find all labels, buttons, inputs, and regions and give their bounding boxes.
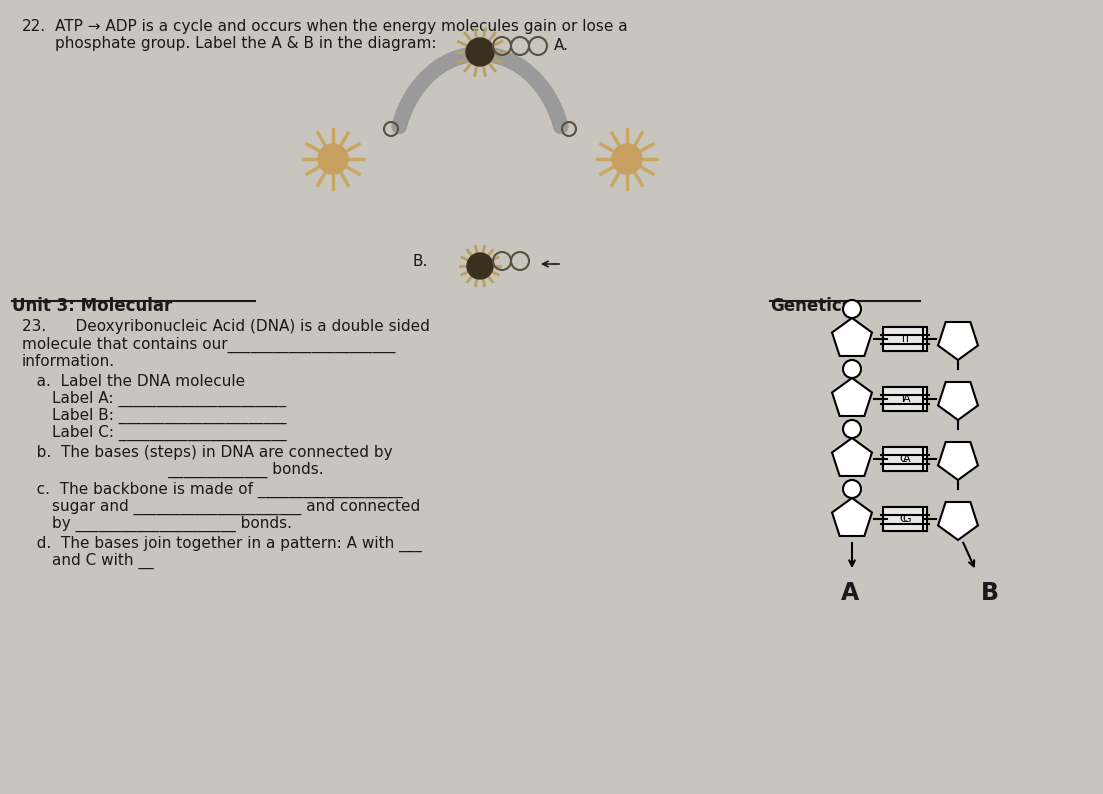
Circle shape <box>467 253 493 279</box>
Text: and C with __: and C with __ <box>52 553 153 569</box>
Text: phosphate group. Label the A & B in the diagram:: phosphate group. Label the A & B in the … <box>55 36 437 51</box>
Circle shape <box>318 144 349 174</box>
Text: d.  The bases join together in a pattern: A with ___: d. The bases join together in a pattern:… <box>22 536 422 552</box>
FancyBboxPatch shape <box>884 387 923 411</box>
Circle shape <box>465 38 494 66</box>
Polygon shape <box>832 498 872 536</box>
Text: c.  The backbone is made of ___________________: c. The backbone is made of _____________… <box>22 482 403 498</box>
Polygon shape <box>832 378 872 416</box>
FancyBboxPatch shape <box>887 447 927 471</box>
Text: T: T <box>903 334 910 344</box>
Polygon shape <box>938 322 978 360</box>
Text: T: T <box>900 394 907 404</box>
Polygon shape <box>938 502 978 540</box>
Text: 22.: 22. <box>22 19 46 34</box>
Text: T: T <box>900 334 907 344</box>
Text: Label C: ______________________: Label C: ______________________ <box>52 425 287 441</box>
Polygon shape <box>938 442 978 480</box>
FancyBboxPatch shape <box>884 507 923 531</box>
Polygon shape <box>938 382 978 420</box>
FancyBboxPatch shape <box>884 327 923 351</box>
Text: A.: A. <box>554 38 569 53</box>
Text: Label A: ______________________: Label A: ______________________ <box>52 391 286 407</box>
Text: _____________ bonds.: _____________ bonds. <box>22 462 323 478</box>
Text: Genetics: Genetics <box>770 297 852 315</box>
Text: Unit 3: Molecular: Unit 3: Molecular <box>12 297 172 315</box>
Text: A: A <box>903 394 911 404</box>
Text: ATP → ADP is a cycle and occurs when the energy molecules gain or lose a: ATP → ADP is a cycle and occurs when the… <box>55 19 628 34</box>
Circle shape <box>843 360 861 378</box>
Text: A: A <box>903 454 911 464</box>
Text: C: C <box>899 514 907 524</box>
Text: B: B <box>981 581 999 605</box>
Circle shape <box>843 480 861 498</box>
Text: information.: information. <box>22 354 115 369</box>
Polygon shape <box>832 438 872 476</box>
Circle shape <box>843 420 861 438</box>
FancyBboxPatch shape <box>887 327 927 351</box>
FancyBboxPatch shape <box>887 507 927 531</box>
Text: C: C <box>899 454 907 464</box>
Text: G: G <box>902 514 911 524</box>
FancyBboxPatch shape <box>887 387 927 411</box>
FancyBboxPatch shape <box>884 447 923 471</box>
Circle shape <box>843 300 861 318</box>
Text: b.  The bases (steps) in DNA are connected by: b. The bases (steps) in DNA are connecte… <box>22 445 393 460</box>
Polygon shape <box>832 318 872 356</box>
Text: a.  Label the DNA molecule: a. Label the DNA molecule <box>22 374 245 389</box>
Text: Label B: ______________________: Label B: ______________________ <box>52 408 287 424</box>
Text: 23.      Deoxyribonucleic Acid (DNA) is a double sided: 23. Deoxyribonucleic Acid (DNA) is a dou… <box>22 319 430 334</box>
Text: sugar and ______________________ and connected: sugar and ______________________ and con… <box>52 499 420 515</box>
Text: B.: B. <box>413 253 427 268</box>
Text: molecule that contains our______________________: molecule that contains our______________… <box>22 337 395 353</box>
Text: by _____________________ bonds.: by _____________________ bonds. <box>52 516 292 532</box>
Circle shape <box>612 144 642 174</box>
Text: A: A <box>840 581 859 605</box>
